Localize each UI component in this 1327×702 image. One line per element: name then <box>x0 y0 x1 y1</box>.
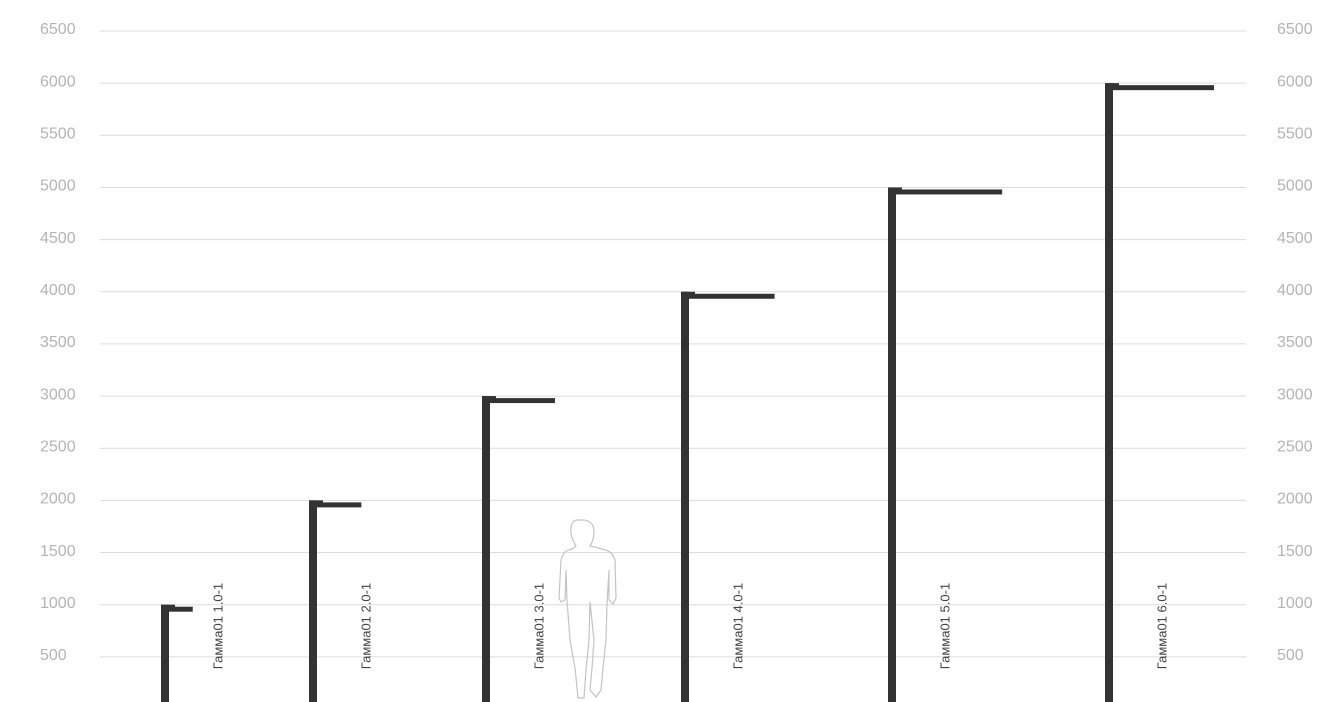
y-tick-right-6000: 6000 <box>1277 73 1313 90</box>
pole-shaft <box>681 291 689 702</box>
pole-2: Гамма01 2.0-1 <box>309 500 373 702</box>
lamp-arm <box>488 398 555 404</box>
y-tick-left-5500: 5500 <box>40 126 76 143</box>
y-tick-left-1000: 1000 <box>40 595 76 612</box>
pole-1: Гамма01 1.0-1 <box>161 583 225 702</box>
pole-shaft <box>888 187 896 702</box>
y-tick-left-500: 500 <box>40 647 67 664</box>
pole-cap <box>888 187 902 191</box>
person-silhouette-icon <box>558 519 617 699</box>
y-tick-right-500: 500 <box>1277 647 1304 664</box>
pole-label: Гамма01 4.0-1 <box>730 583 745 669</box>
pole-shaft <box>482 396 490 702</box>
y-tick-left-2500: 2500 <box>40 438 76 455</box>
y-tick-left-4000: 4000 <box>40 282 76 299</box>
y-tick-left-2000: 2000 <box>40 491 76 508</box>
pole-label: Гамма01 3.0-1 <box>531 583 546 669</box>
pole-cap <box>309 500 323 504</box>
lamp-arm <box>1111 85 1214 91</box>
y-tick-left-6000: 6000 <box>40 73 76 90</box>
right-axis-ticks: 500 1000 1500 2000 2500 3000 3500 4000 4500 5000 5… <box>1277 21 1313 664</box>
y-tick-right-3000: 3000 <box>1277 386 1313 403</box>
pole-shaft <box>161 604 169 702</box>
pole-label: Гамма01 6.0-1 <box>1154 583 1169 669</box>
y-tick-right-2500: 2500 <box>1277 438 1313 455</box>
y-tick-right-4000: 4000 <box>1277 282 1313 299</box>
lamp-arm <box>315 502 362 508</box>
y-tick-left-3500: 3500 <box>40 334 76 351</box>
y-tick-right-3500: 3500 <box>1277 334 1313 351</box>
pole-cap <box>681 291 695 295</box>
pole-5: Гамма01 5.0-1 <box>888 187 1003 702</box>
pole-6: Гамма01 6.0-1 <box>1105 83 1214 702</box>
y-tick-right-4500: 4500 <box>1277 230 1313 247</box>
y-tick-right-5000: 5000 <box>1277 178 1313 195</box>
poles: Гамма01 1.0-1 Гамма01 2.0-1 Гамма01 3.0-1 Г… <box>161 83 1214 702</box>
pole-cap <box>482 396 496 400</box>
left-axis-ticks: 500 1000 1500 2000 2500 3000 3500 4000 4500 5000 5… <box>40 21 76 664</box>
lamp-arm <box>894 189 1003 195</box>
lamp-arm <box>687 293 775 299</box>
grid-lines <box>100 30 1246 658</box>
pole-4: Гамма01 4.0-1 <box>681 291 775 702</box>
y-tick-right-5500: 5500 <box>1277 126 1313 143</box>
y-tick-right-6500: 6500 <box>1277 21 1313 38</box>
y-tick-left-1500: 1500 <box>40 543 76 560</box>
y-tick-right-1000: 1000 <box>1277 595 1313 612</box>
lamp-arm <box>167 606 193 612</box>
y-tick-right-2000: 2000 <box>1277 491 1313 508</box>
y-tick-left-3000: 3000 <box>40 386 76 403</box>
pole-shaft <box>309 500 317 702</box>
pole-label: Гамма01 5.0-1 <box>937 583 952 669</box>
pole-shaft <box>1105 83 1113 702</box>
y-tick-right-1500: 1500 <box>1277 543 1313 560</box>
y-tick-left-4500: 4500 <box>40 230 76 247</box>
pole-cap <box>1105 83 1119 87</box>
y-tick-left-5000: 5000 <box>40 178 76 195</box>
pole-cap <box>161 604 175 608</box>
y-tick-left-6500: 6500 <box>40 21 76 38</box>
pole-3: Гамма01 3.0-1 <box>482 396 555 702</box>
pole-label: Гамма01 1.0-1 <box>210 583 225 669</box>
pole-label: Гамма01 2.0-1 <box>358 583 373 669</box>
